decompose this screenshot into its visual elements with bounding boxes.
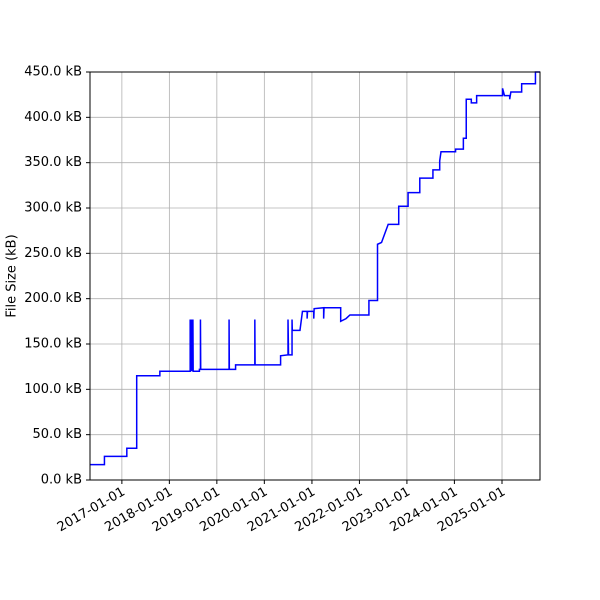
y-tick-label: 100.0 kB [24, 382, 82, 397]
y-tick-label: 450.0 kB [24, 65, 82, 80]
line [90, 71, 540, 466]
y-tick-label: 400.0 kB [24, 110, 82, 125]
y-axis-label: File Size (kB) [5, 234, 20, 317]
y-tick-label: 150.0 kB [24, 337, 82, 352]
y-tick-label: 250.0 kB [24, 246, 82, 261]
y-tick-label: 350.0 kB [24, 155, 82, 170]
plot-frame [89, 71, 541, 481]
y-tick-label: 300.0 kB [24, 201, 82, 216]
y-tick-label: 50.0 kB [32, 427, 82, 442]
y-tick-label: 200.0 kB [24, 291, 82, 306]
y-tick-label: 0.0 kB [41, 473, 82, 488]
